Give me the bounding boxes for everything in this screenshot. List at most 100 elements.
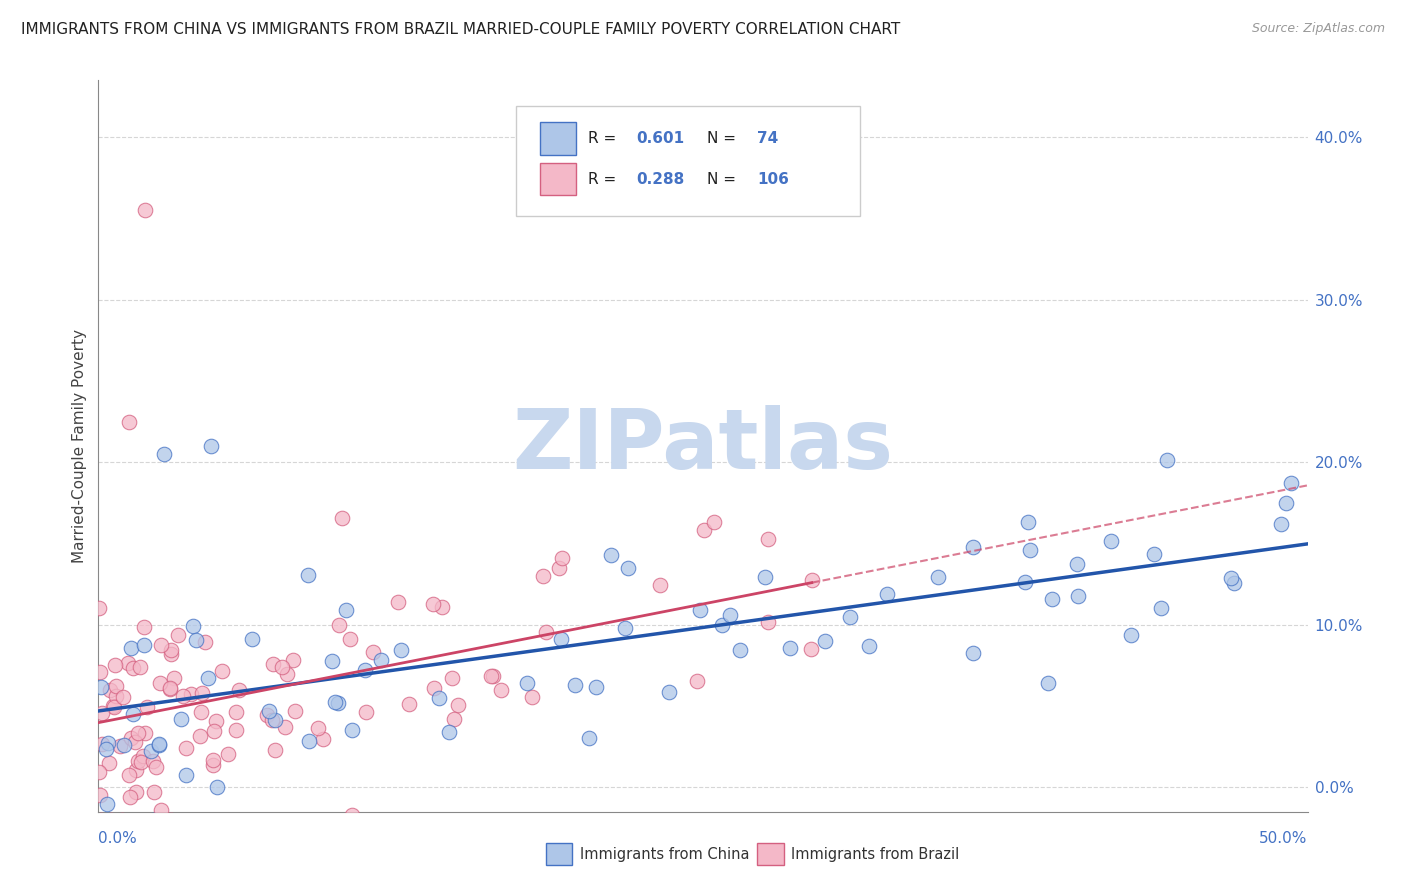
- Point: [134, 203, 156, 218]
- Point: [90, 813, 112, 827]
- Point: [148, 738, 170, 752]
- Point: [340, 723, 363, 737]
- Point: [263, 743, 285, 757]
- Text: ZIPatlas: ZIPatlas: [513, 406, 893, 486]
- Point: [876, 587, 898, 601]
- Point: [307, 721, 329, 735]
- Point: [264, 713, 287, 727]
- Point: [96, 797, 118, 812]
- Point: [340, 807, 363, 822]
- Y-axis label: Married-Couple Family Poverty: Married-Couple Family Poverty: [72, 329, 87, 563]
- Point: [270, 660, 292, 674]
- Point: [262, 657, 284, 671]
- Point: [550, 632, 572, 647]
- Point: [648, 578, 671, 592]
- Point: [125, 764, 148, 778]
- Point: [312, 731, 335, 746]
- Point: [756, 532, 779, 546]
- Point: [328, 617, 350, 632]
- Point: [197, 671, 219, 685]
- Point: [1279, 476, 1302, 491]
- Point: [225, 723, 247, 738]
- Point: [387, 595, 409, 609]
- Point: [162, 671, 184, 685]
- Point: [97, 756, 120, 770]
- Point: [149, 676, 172, 690]
- Point: [96, 742, 118, 756]
- Text: Immigrants from Brazil: Immigrants from Brazil: [792, 847, 959, 862]
- Point: [117, 657, 139, 671]
- Point: [361, 645, 384, 659]
- Point: [142, 784, 165, 798]
- Point: [427, 691, 450, 706]
- Point: [122, 661, 145, 675]
- Text: 0.0%: 0.0%: [98, 831, 138, 847]
- Point: [335, 603, 357, 617]
- Point: [422, 597, 444, 611]
- Point: [479, 668, 502, 682]
- Point: [516, 676, 538, 690]
- Text: R =: R =: [588, 131, 621, 146]
- Point: [97, 736, 120, 750]
- Point: [120, 640, 142, 655]
- Point: [534, 624, 557, 639]
- Point: [1219, 571, 1241, 585]
- Point: [551, 550, 574, 565]
- Point: [432, 599, 454, 614]
- Point: [1270, 516, 1292, 531]
- Point: [159, 681, 181, 695]
- Point: [370, 653, 392, 667]
- Point: [1017, 516, 1039, 530]
- Point: [1066, 589, 1088, 603]
- Point: [398, 698, 420, 712]
- Point: [274, 720, 297, 734]
- Point: [718, 608, 741, 623]
- Point: [134, 638, 156, 652]
- Text: N =: N =: [707, 131, 741, 146]
- Point: [284, 704, 307, 718]
- Point: [89, 788, 111, 802]
- Point: [489, 683, 512, 698]
- Point: [124, 735, 146, 749]
- Point: [204, 714, 226, 728]
- Point: [91, 706, 114, 721]
- Point: [658, 685, 681, 699]
- Point: [256, 707, 278, 722]
- Point: [1040, 591, 1063, 606]
- Point: [194, 635, 217, 649]
- Point: [531, 569, 554, 583]
- Bar: [540, 162, 576, 195]
- Point: [339, 632, 361, 646]
- Text: IMMIGRANTS FROM CHINA VS IMMIGRANTS FROM BRAZIL MARRIED-COUPLE FAMILY POVERTY CO: IMMIGRANTS FROM CHINA VS IMMIGRANTS FROM…: [21, 22, 900, 37]
- Point: [1019, 542, 1042, 557]
- Point: [779, 641, 801, 656]
- Point: [174, 740, 197, 755]
- Point: [159, 681, 181, 696]
- Point: [205, 780, 228, 794]
- Point: [693, 523, 716, 537]
- Point: [87, 765, 110, 780]
- Point: [159, 813, 181, 827]
- Point: [160, 648, 183, 662]
- FancyBboxPatch shape: [516, 106, 860, 216]
- Point: [200, 439, 222, 453]
- Point: [90, 737, 112, 751]
- Point: [118, 415, 141, 429]
- Point: [276, 667, 298, 681]
- Point: [257, 704, 280, 718]
- Point: [104, 657, 127, 672]
- Point: [564, 678, 586, 692]
- Point: [585, 681, 607, 695]
- Point: [1275, 496, 1298, 510]
- Point: [101, 698, 124, 713]
- Point: [548, 561, 571, 575]
- Point: [330, 511, 353, 525]
- Point: [172, 689, 194, 703]
- Point: [135, 700, 157, 714]
- Point: [1014, 574, 1036, 589]
- Point: [181, 619, 204, 633]
- Point: [1119, 628, 1142, 642]
- Point: [118, 768, 141, 782]
- Point: [1223, 575, 1246, 590]
- Point: [520, 690, 543, 705]
